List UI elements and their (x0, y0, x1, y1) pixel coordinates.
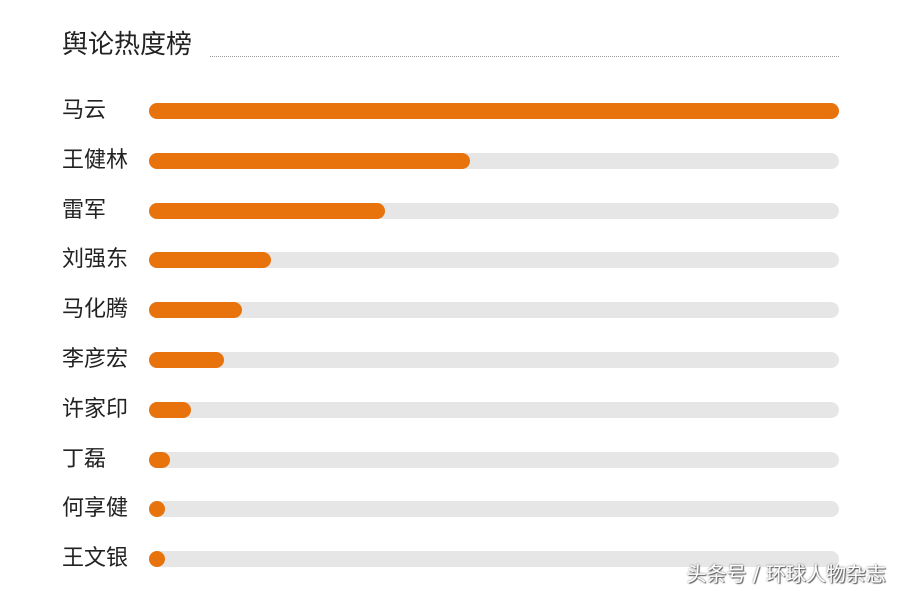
watermark: 头条号 / 环球人物杂志 (686, 562, 886, 586)
title-divider (210, 56, 839, 57)
bar (149, 302, 243, 319)
category-label: 刘强东 (62, 247, 129, 273)
bar (149, 352, 225, 368)
category-label: 雷军 (62, 197, 107, 223)
bar (149, 252, 272, 269)
bar-track (149, 352, 839, 368)
bar (149, 551, 165, 568)
chart-title: 舆论热度榜 (62, 30, 193, 60)
category-label: 王健林 (62, 147, 129, 173)
bar-track (149, 401, 839, 418)
bar-row: 许家印 (62, 395, 840, 425)
bar-row: 王健林 (62, 146, 840, 176)
category-label: 马化腾 (62, 297, 129, 323)
category-label: 李彦宏 (62, 347, 129, 372)
bar-track (149, 501, 839, 518)
category-label: 何享健 (62, 496, 129, 522)
bar-row: 马化腾 (62, 295, 840, 325)
bar (149, 103, 839, 119)
bar-track (149, 202, 839, 219)
bar (149, 202, 385, 219)
category-label: 丁磊 (62, 446, 107, 472)
bar-row: 王文银 (62, 544, 840, 574)
bar-track (149, 551, 839, 568)
bar (149, 501, 165, 518)
bar-row: 丁磊 (62, 445, 840, 475)
bar-track (149, 152, 839, 169)
category-label: 王文银 (62, 546, 129, 572)
bar-track (149, 103, 839, 119)
bar-track (149, 451, 839, 468)
bar-row: 马云 (62, 96, 840, 126)
bar-track (149, 302, 839, 319)
category-label: 许家印 (62, 396, 129, 422)
bar-row: 李彦宏 (62, 345, 840, 375)
bar-track (149, 252, 839, 269)
bar (149, 152, 470, 169)
category-label: 马云 (62, 98, 107, 123)
bar (149, 451, 170, 468)
bar-row: 雷军 (62, 196, 840, 226)
bar (149, 401, 192, 418)
bar-row: 刘强东 (62, 245, 840, 275)
bar-row: 何享健 (62, 494, 840, 524)
